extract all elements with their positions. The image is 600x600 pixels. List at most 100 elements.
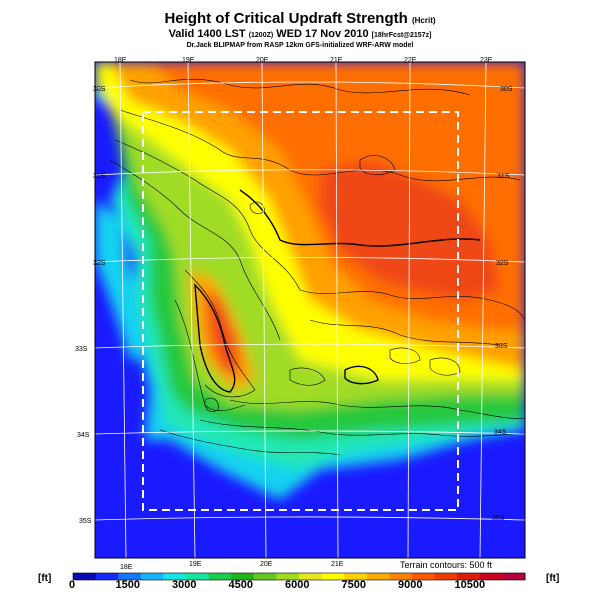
terrain-contours [109, 78, 525, 456]
lat-label: 30S [93, 86, 106, 93]
lon-label: 21E [331, 561, 344, 568]
terrain-contour-note: Terrain contours: 500 ft [400, 560, 493, 570]
lon-label: 22E [404, 57, 417, 64]
contour-line [119, 109, 521, 182]
meridian-line [479, 62, 487, 558]
contour-line [109, 159, 281, 341]
parallel-line [95, 81, 525, 89]
colorbar-swatch [253, 573, 277, 580]
lat-label: 35S [79, 518, 92, 525]
colorbar-tick-label: 4500 [228, 579, 253, 591]
colorbar-tick-label: 1500 [115, 579, 140, 591]
colorbar-swatch [186, 573, 210, 580]
lon-label: 19E [182, 57, 195, 64]
contour-line [389, 347, 421, 364]
lat-label: 33S [75, 346, 88, 353]
latitude-labels-right: 30S 31S 32S 33S 34S 35S [492, 86, 513, 522]
contour-line [289, 367, 326, 386]
colorbar [72, 572, 526, 581]
colorbar-frame [72, 572, 526, 581]
colorbar-swatch [140, 573, 164, 580]
latitude-labels-left: 30S 31S 32S 33S 34S 35S [75, 86, 106, 525]
lon-label: 18E [114, 57, 127, 64]
colorbar-swatch [299, 573, 323, 580]
longitude-labels-bottom: 18E 19E 20E 21E [120, 561, 344, 571]
meridian-line [119, 62, 127, 558]
lat-label: 32S [93, 260, 106, 267]
model-credit: Dr.Jack BLIPMAP from RASP 12km GFS-initi… [186, 42, 414, 49]
colorbar-swatch [389, 573, 413, 580]
colorbar-swatch [479, 573, 503, 580]
parallel-line [95, 516, 525, 521]
contour-line [299, 289, 525, 321]
colorbar-unit-left: [ft] [38, 573, 52, 584]
lon-label: 20E [260, 561, 273, 568]
colorbar-swatch [434, 573, 458, 580]
contour-line [429, 357, 461, 376]
colorbar-swatch [412, 573, 436, 580]
colorbar-unit-right: [ft] [546, 573, 560, 584]
page-title: Height of Critical Updraft Strength (Hcr… [164, 10, 436, 27]
colorbar-swatch [163, 573, 187, 580]
contour-line [229, 399, 525, 419]
parallel-line [95, 169, 525, 176]
parallel-line [95, 430, 525, 435]
contour-line [239, 189, 481, 247]
lat-label: 34S [77, 432, 90, 439]
colorbar-tick-label: 7500 [341, 579, 366, 591]
inner-domain-boundary [142, 111, 459, 511]
lat-label: 31S [497, 173, 510, 180]
lat-label: 31S [93, 173, 106, 180]
contour-line [199, 419, 525, 437]
colorbar-swatch [95, 573, 119, 580]
colorbar-swatch [321, 573, 345, 580]
meridian-line [187, 62, 196, 558]
meridian-line [261, 62, 267, 558]
contour-line [184, 269, 256, 398]
lat-label: 35S [492, 515, 505, 522]
colorbar-swatch [276, 573, 300, 580]
land-red-orange [320, 160, 500, 300]
contour-line [344, 365, 379, 385]
lon-label: 19E [189, 561, 202, 568]
contour-line [174, 299, 246, 412]
lon-label: 18E [120, 564, 133, 571]
map-frame [94, 61, 526, 559]
lat-label: 34S [494, 429, 507, 436]
coastal-cyan-band [95, 200, 140, 360]
colorbar-swatch [366, 573, 390, 580]
valid-time: Valid 1400 LST (1200Z) WED 17 Nov 2010 [… [168, 28, 432, 40]
lon-label: 21E [330, 57, 343, 64]
colorbar-tick-label: 0 [69, 579, 76, 591]
colorbar-tick-label: 9000 [398, 579, 423, 591]
contour-line [309, 319, 501, 346]
graticule [95, 62, 525, 558]
contour-line [129, 78, 471, 96]
meridian-line [335, 62, 339, 558]
map-field [95, 62, 525, 558]
parallel-line [95, 257, 525, 263]
colorbar-swatch [344, 573, 368, 580]
parallel-line [95, 343, 525, 349]
contour-line [114, 139, 301, 291]
longitude-labels-top: 18E 19E 20E 21E 22E 23E [114, 57, 493, 64]
contour-line [204, 397, 219, 412]
colorbar-swatch [457, 573, 481, 580]
colorbar-tick-label: 6000 [285, 579, 310, 591]
meridian-line [407, 62, 411, 558]
lat-label: 32S [496, 260, 509, 267]
colorbar-swatch [208, 573, 232, 580]
colorbar-swatch [118, 573, 142, 580]
colorbar-tick-label: 10500 [454, 579, 486, 591]
colorbar-swatch [231, 573, 255, 580]
contour-line [194, 283, 236, 393]
title-suffix: (Hcrit) [411, 16, 436, 25]
contour-line [359, 155, 396, 176]
lon-label: 23E [480, 57, 493, 64]
lat-label: 30S [500, 86, 513, 93]
colorbar-swatch [502, 573, 526, 580]
contour-line [159, 429, 341, 456]
colorbar-tick-label: 3000 [172, 579, 197, 591]
lon-label: 20E [256, 57, 269, 64]
